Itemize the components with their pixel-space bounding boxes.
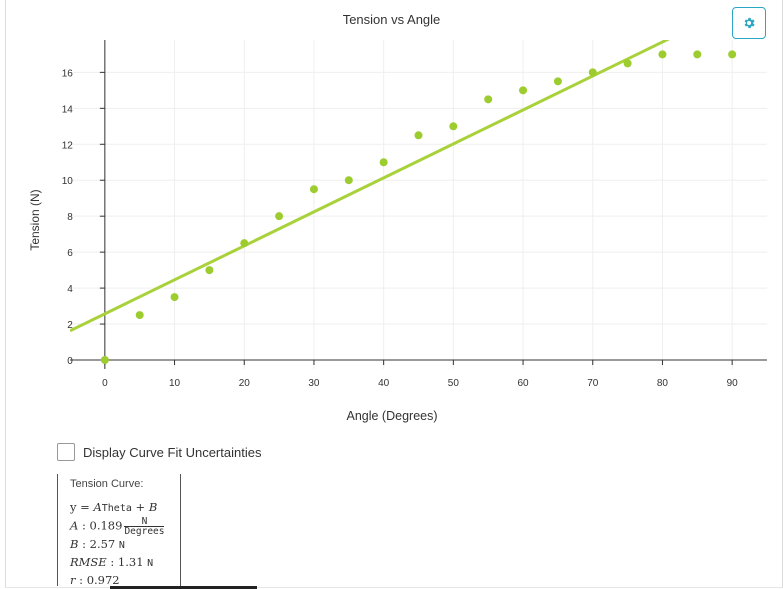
param-rmse-name: RMSE [70, 555, 107, 569]
fit-param-a: A : 0.189 N Degrees [70, 516, 165, 537]
eq-y: y [70, 500, 77, 514]
y-tick-label: 8 [67, 212, 73, 223]
eq-var: Theta [101, 503, 132, 514]
data-point [519, 86, 528, 95]
y-tick-label: 14 [62, 104, 74, 115]
y-tick-label: 6 [67, 248, 73, 259]
x-tick-label: 20 [239, 378, 251, 389]
data-point [693, 50, 702, 59]
param-b-unit: N [118, 540, 125, 551]
data-point [135, 311, 144, 320]
param-a-value: 0.189 [89, 518, 123, 533]
uncertainty-toggle[interactable]: Display Curve Fit Uncertainties [57, 443, 261, 461]
param-a-name: A [70, 518, 79, 533]
data-point [240, 239, 249, 248]
x-tick-label: 90 [727, 378, 739, 389]
x-tick-label: 70 [587, 378, 599, 389]
eq-a: A [93, 500, 102, 514]
gear-icon [744, 17, 755, 29]
data-point [344, 176, 353, 185]
data-point [309, 185, 318, 194]
fit-param-rmse: RMSE : 1.31 N [70, 555, 154, 569]
scrollbar-thumb[interactable] [110, 586, 257, 589]
param-a-unit: N Degrees [124, 517, 165, 537]
y-tick-label: 12 [62, 140, 74, 151]
y-tick-label: 10 [62, 176, 74, 187]
y-axis-label: Tension (N) [28, 189, 42, 251]
data-point [100, 356, 109, 365]
data-point [205, 266, 214, 275]
fit-heading: Tension Curve: [70, 478, 144, 490]
fit-equation: y = ATheta + B [70, 500, 158, 514]
data-point [623, 59, 632, 68]
x-tick-label: 50 [448, 378, 460, 389]
settings-button[interactable] [732, 7, 766, 39]
data-point [414, 131, 423, 140]
eq-b: B [148, 500, 158, 514]
data-point [658, 50, 667, 59]
chart-title: Tension vs Angle [342, 12, 441, 27]
data-point [275, 212, 284, 221]
data-point [728, 50, 737, 59]
x-tick-label: 80 [657, 378, 669, 389]
fit-param-r: r : 0.972 [70, 573, 120, 587]
y-tick-label: 0 [67, 356, 73, 367]
data-point [484, 95, 493, 104]
data-point [553, 77, 562, 86]
x-tick-label: 30 [308, 378, 320, 389]
param-r-value: 0.972 [86, 573, 120, 587]
x-tick-label: 40 [378, 378, 390, 389]
param-rmse-value: 1.31 [117, 555, 144, 569]
x-axis-label: Angle (Degrees) [346, 409, 438, 423]
param-r-name: r [70, 573, 76, 587]
param-a-unit-den: Degrees [124, 526, 165, 537]
param-b-value: 2.57 [89, 537, 116, 551]
x-tick-label: 10 [169, 378, 181, 389]
uncertainty-label: Display Curve Fit Uncertainties [83, 444, 262, 460]
fit-line [70, 40, 670, 333]
y-tick-label: 16 [62, 68, 74, 79]
data-point [379, 158, 388, 167]
uncertainty-checkbox[interactable] [57, 443, 75, 461]
data-point [170, 293, 179, 302]
param-a-unit-num: N [124, 517, 165, 527]
data-point [588, 68, 597, 77]
y-tick-label: 4 [67, 284, 73, 295]
param-rmse-unit: N [147, 558, 154, 569]
param-b-name: B [70, 537, 79, 551]
x-tick-label: 0 [102, 378, 108, 389]
curve-fit-panel: Tension Curve: y = ATheta + B A : 0.189 N… [57, 474, 181, 587]
y-tick-label: 2 [67, 320, 73, 331]
scatter-chart: 0 10 20 30 40 50 60 70 80 90 0 2 4 6 8 10 12 14 16 [62, 40, 767, 389]
x-tick-label: 60 [517, 378, 529, 389]
data-point [449, 122, 458, 131]
fit-param-b: B : 2.57 N [70, 537, 125, 551]
